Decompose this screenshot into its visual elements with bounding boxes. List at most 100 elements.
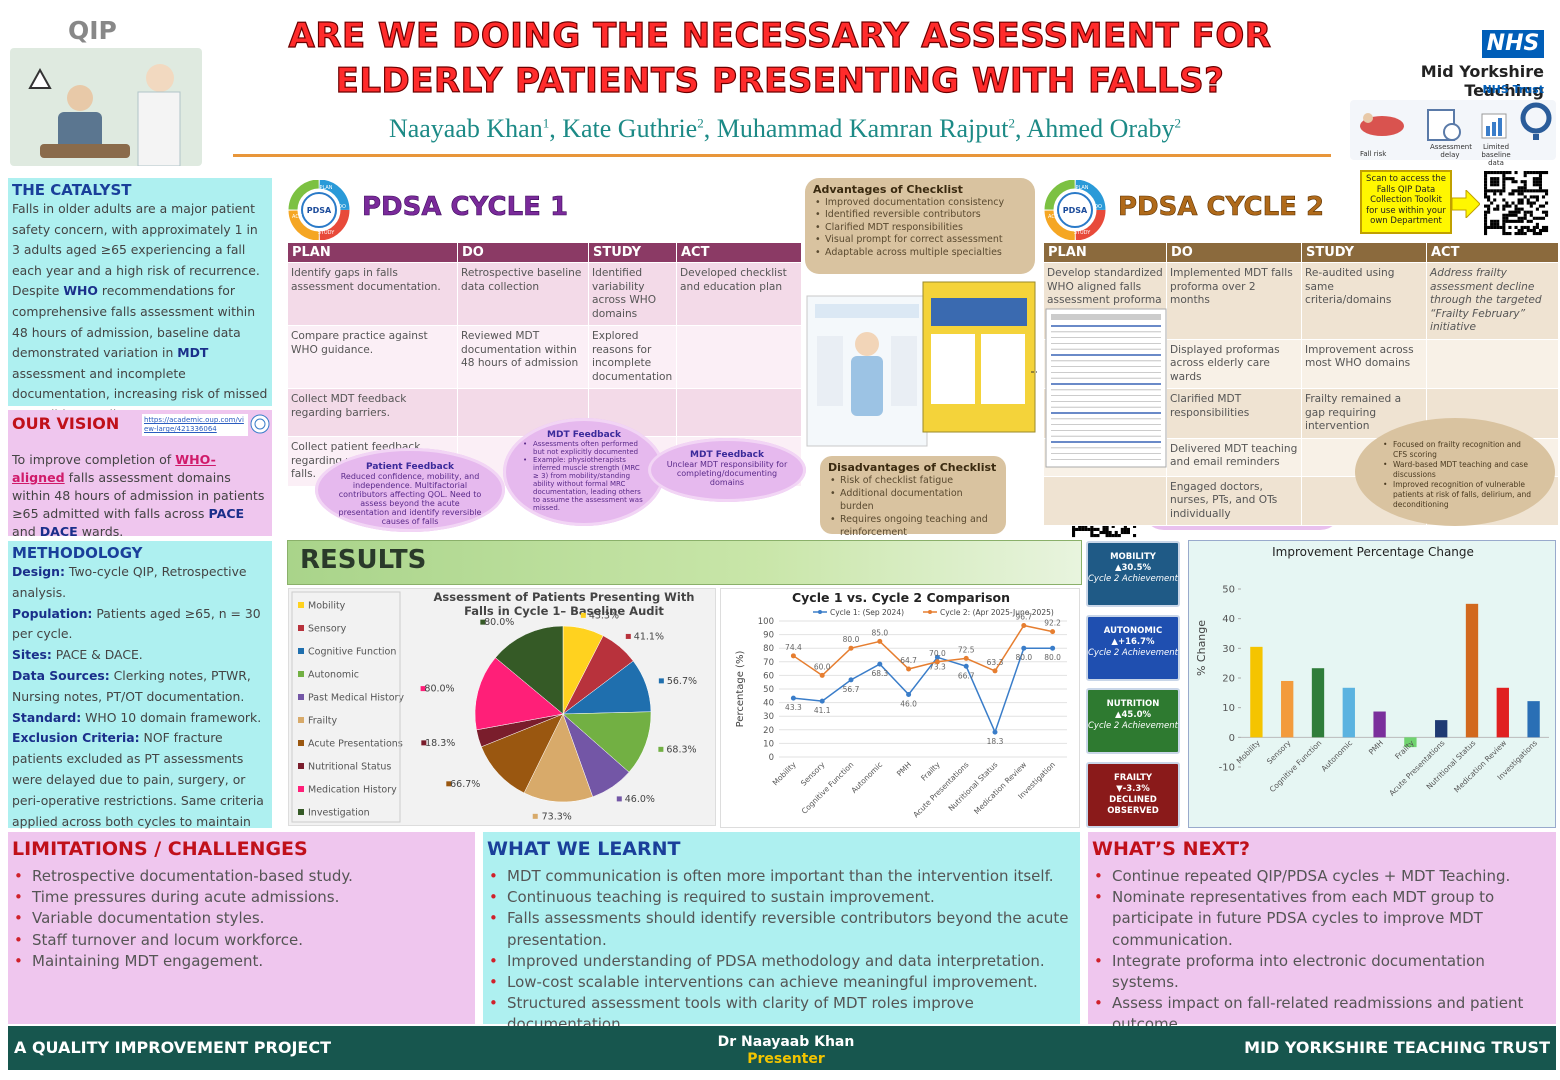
qr-cell: [1126, 530, 1130, 535]
pie-slice: [562, 711, 652, 773]
qr-cell: [1114, 530, 1118, 535]
legend-swatch: [298, 602, 304, 608]
qr-cell: [1490, 180, 1494, 184]
table-cell: Compare practice against WHO guidance.: [287, 325, 458, 389]
link[interactable]: https://academic.oup.com/view-large/4213…: [142, 414, 248, 436]
qr-cell: [1505, 171, 1509, 175]
qr-cell: [1502, 213, 1506, 217]
qr-cell: [1493, 189, 1497, 193]
legend-marker: [818, 610, 822, 614]
qr-cell: [1526, 198, 1530, 202]
qr-cell: [1545, 213, 1549, 217]
achievement-note: Cycle 2 Achievement: [1088, 574, 1178, 584]
author: Muhammad Kamran Rajput2: [704, 114, 1015, 143]
method-label: Population:: [12, 605, 93, 621]
heading: OUR VISION: [12, 414, 120, 433]
qr-cell: [1105, 530, 1109, 535]
data-label: 80.0%: [424, 684, 454, 695]
qr-cell: [1511, 189, 1515, 193]
qr-cell: [1520, 216, 1524, 220]
legend-swatch: [298, 648, 304, 654]
qr-cell: [1484, 228, 1488, 233]
qr-cell: [1093, 527, 1097, 531]
legend-swatch: [298, 694, 304, 700]
qr-cell: [1484, 204, 1488, 208]
qr-cell: [1517, 186, 1521, 190]
label-swatch: [532, 813, 538, 819]
proforma-image: [1045, 308, 1167, 468]
qr-cell: [1072, 534, 1076, 538]
method-text: WHO 10 domain framework.: [85, 709, 262, 725]
qr-cell: [1496, 180, 1500, 184]
qr-cell: [1535, 216, 1539, 220]
qr-cell: [1517, 198, 1521, 202]
qr-cell: [1105, 527, 1109, 531]
qr-cell: [1517, 207, 1521, 211]
qr-cell: [1111, 534, 1115, 538]
method-text: NOF fracture patients excluded as PT ass…: [12, 730, 264, 849]
y-tick-label: 90: [763, 631, 774, 641]
list-item: Assessments often performed but not expl…: [521, 440, 647, 456]
text: MDT: [177, 345, 209, 361]
legend-label: Mobility: [308, 601, 346, 612]
qr-cell: [1502, 186, 1506, 190]
qr-cell: [1514, 225, 1518, 229]
qr-cell: [1496, 171, 1500, 175]
qr-cell: [1484, 177, 1488, 181]
wheel-center: PDSA: [307, 206, 332, 215]
qr-cell: [1529, 171, 1533, 175]
qr-cell: [1505, 216, 1509, 220]
qr-cell: [1487, 225, 1491, 229]
legend-marker: [928, 610, 932, 614]
data-label: 41.1: [814, 706, 831, 715]
qr-cell: [1535, 225, 1539, 229]
qr-cell: [1072, 524, 1076, 528]
qr-cell: [1541, 189, 1546, 193]
data-point: [906, 691, 912, 697]
chart-title: Cycle 1 vs. Cycle 2 Comparison: [792, 590, 1010, 605]
wheel-label: PLAN: [1075, 185, 1088, 191]
qr-cell: [1496, 222, 1500, 226]
qr-cell: [1538, 189, 1542, 193]
header-cell: STUDY: [1301, 242, 1427, 263]
trust-name: Mid Yorkshire Teaching: [1420, 62, 1544, 100]
table-cell: [1043, 475, 1167, 526]
qr-cell: [1499, 225, 1503, 229]
qr-cell: [1493, 183, 1497, 187]
qr-cell: [1523, 183, 1527, 187]
footer: A QUALITY IMPROVEMENT PROJECT Dr Naayaab…: [8, 1026, 1556, 1070]
qr-cell: [1511, 219, 1515, 223]
qr-cell: [1502, 232, 1506, 236]
author-sup: 1: [542, 115, 550, 131]
qr-cell: [1517, 210, 1521, 214]
text: To improve completion of: [12, 452, 176, 467]
data-label: 80.0%: [484, 617, 514, 628]
y-axis-label: Percentage (%): [735, 651, 746, 728]
qr-cell: [1502, 171, 1506, 175]
achievement-note: DECLINED OBSERVED: [1107, 795, 1159, 816]
table-cell: Displayed proformas across elderly care …: [1166, 338, 1302, 389]
table-cell: Improvement across most WHO domains: [1301, 338, 1427, 389]
data-point: [992, 668, 998, 674]
achievement-name: FRAILTY: [1113, 773, 1153, 783]
qr-cell: [1523, 232, 1527, 236]
qr-cell: [1490, 183, 1494, 187]
x-tick-label: Frailty: [919, 760, 942, 783]
method-label: Design:: [12, 564, 65, 579]
data-point: [790, 695, 796, 701]
table-cell: Address frailty assessment decline throu…: [1426, 262, 1559, 340]
presenter-role: Presenter: [747, 1051, 825, 1067]
table-cell: Retrospective baseline data collection: [457, 262, 589, 326]
legend-label: Cycle 2: (Apr 2025-June 2025): [940, 608, 1054, 617]
qr-cell: [1075, 527, 1079, 531]
list-item: Improved recognition of vulnerable patie…: [1381, 480, 1537, 510]
method-item: Design: Two-cycle QIP, Retrospective ana…: [12, 562, 268, 604]
qr-cell: [1520, 201, 1524, 205]
arrow: [1452, 190, 1480, 218]
bar: [1311, 668, 1325, 738]
method-label: Sites:: [12, 647, 52, 663]
next: WHAT’S NEXT? Continue repeated QIP/PDSA …: [1088, 832, 1556, 1033]
qr-cell: [1078, 527, 1082, 531]
qr-cell: [1502, 174, 1506, 178]
